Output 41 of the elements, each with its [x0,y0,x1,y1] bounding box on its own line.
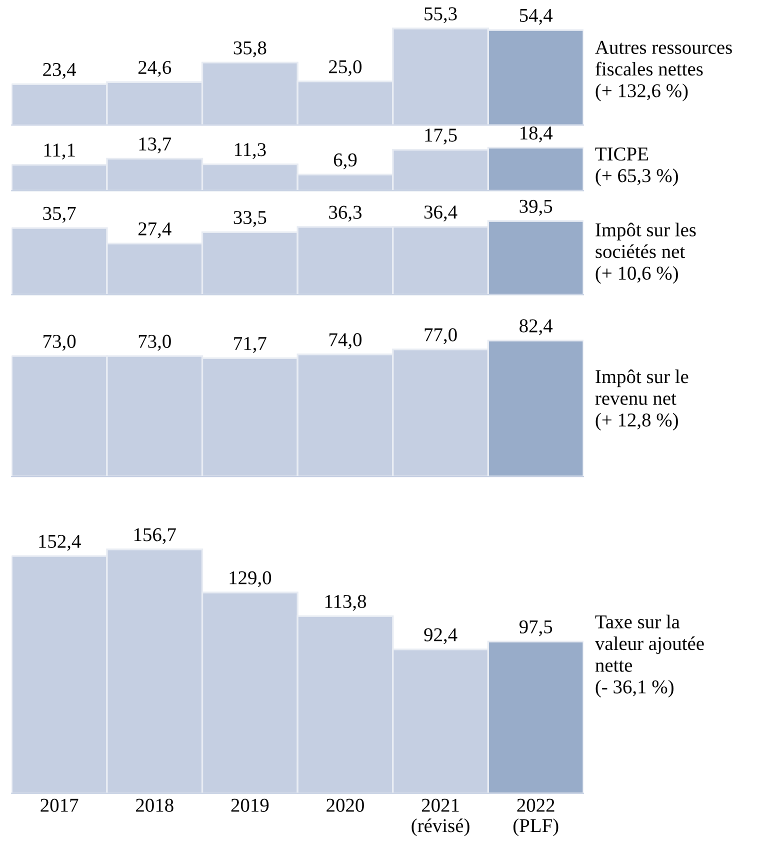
data-label: 23,4 [43,63,76,79]
data-label: 92,4 [424,628,458,644]
data-label: 36,3 [329,206,362,222]
y-axis-title: Taxe sur la valeur ajoutée nette (- 36,1 %) [594,614,704,698]
y-axis-title: Autres ressources fiscales nettes (+ 132,6 %) [595,40,732,102]
data-label: 36,4 [424,206,458,222]
data-label: 33,5 [234,211,266,227]
data-label: 11,3 [234,143,266,159]
data-label: 73,0 [44,334,76,351]
data-label: 82,4 [520,319,553,336]
data-label: 74,0 [330,333,362,350]
x-tick-label: 2021 (révisé) [412,798,470,836]
data-label: 17,5 [425,128,457,145]
x-tick-label: 2018 [136,798,174,812]
data-label: 18,4 [520,126,553,142]
data-label: 39,5 [520,200,552,216]
data-label: 6,9 [334,153,357,170]
y-axis-title: Impôt sur les sociétés net (+ 10,6 %) [596,222,696,284]
data-label: 97,5 [519,620,552,636]
data-label: 73,0 [138,334,171,351]
data-label: 13,7 [139,138,172,154]
data-label: 113,8 [325,594,366,611]
data-label: 152,4 [39,534,81,551]
data-label: 35,8 [234,41,266,58]
data-label: 25,0 [329,60,362,76]
x-tick-label: 2019 [231,798,269,812]
y-axis-title: Impôt sur le revenu net (+ 12,8 %) [595,370,688,431]
data-label: 24,6 [138,60,172,77]
data-label: 54,4 [520,8,553,25]
x-tick-label: 2020 [326,798,364,812]
data-label: 55,3 [424,7,457,24]
data-label: 129,0 [230,571,272,588]
data-label: 156,7 [134,528,176,544]
data-label: 71,7 [234,337,266,353]
data-label: 11,1 [44,144,75,160]
x-tick-label: 2022 (PLF) [513,798,558,836]
data-label: 35,7 [43,206,76,223]
data-label: 27,4 [138,222,172,238]
data-label: 77,0 [424,328,457,344]
x-tick-label: 2017 [40,798,78,812]
y-axis-title: TICPE (+ 65,3 %) [595,147,678,186]
